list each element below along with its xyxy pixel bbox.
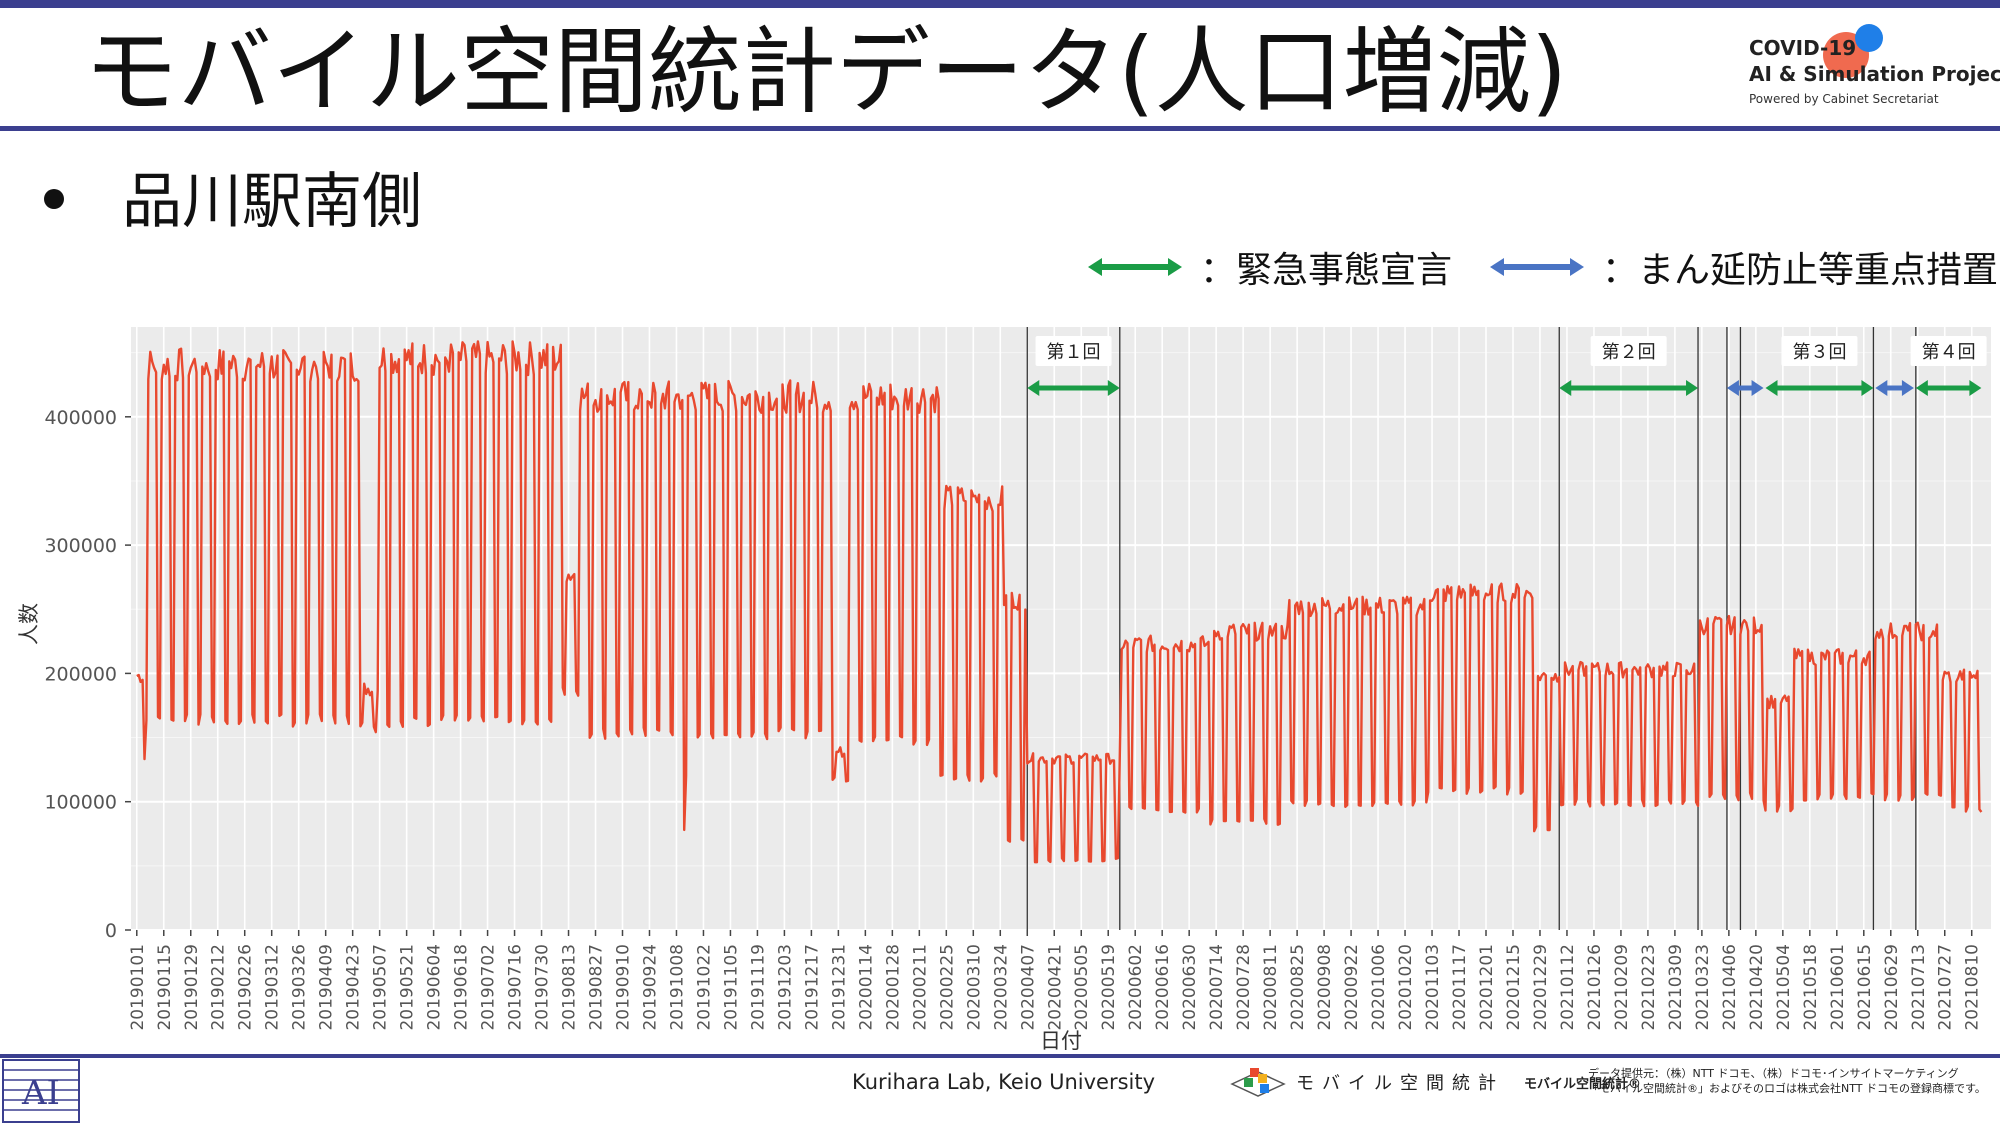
x-tick-label: 20200728 — [1234, 944, 1254, 1031]
x-tick-label: 20190312 — [263, 944, 283, 1031]
x-tick-label: 20201229 — [1531, 944, 1551, 1031]
x-tick-label: 20190827 — [587, 944, 607, 1031]
x-tick-label: 20191022 — [694, 944, 714, 1031]
lab-logo-icon: AI — [2, 1058, 80, 1124]
x-tick-label: 20190716 — [506, 944, 526, 1031]
x-tick-label: 20200114 — [856, 944, 876, 1031]
svg-text:AI: AI — [21, 1073, 60, 1113]
x-tick-label: 20210126 — [1585, 944, 1605, 1031]
annotation-label: 第４回 — [1922, 342, 1976, 363]
x-tick-label: 20200714 — [1207, 944, 1227, 1031]
provider-line2: 「モバイル空間統計®」およびそのロゴは株式会社NTT ドコモの登録商標です。 — [1588, 1081, 1986, 1096]
x-tick-label: 20210323 — [1693, 944, 1713, 1031]
annotation-label: 第１回 — [1047, 342, 1101, 363]
x-tick-label: 20190813 — [560, 944, 580, 1031]
x-tick-label: 20200324 — [991, 944, 1011, 1031]
population-chart: 第１回 第２回 第３回 第４回 0 100000 200000 300000 400000 2… — [0, 0, 2000, 1055]
x-tick-label: 20191217 — [802, 944, 822, 1031]
x-tick-label: 20201201 — [1477, 944, 1497, 1031]
x-tick-label: 20191231 — [829, 944, 849, 1031]
y-axis-label: 人数 — [17, 603, 41, 645]
x-tick-label: 20201117 — [1450, 944, 1470, 1031]
x-tick-label: 20191203 — [775, 944, 795, 1031]
x-tick-label: 20210713 — [1909, 944, 1929, 1031]
annotation-label: 第３回 — [1792, 342, 1846, 363]
x-tick-label: 20200630 — [1180, 944, 1200, 1031]
x-tick-label: 20210727 — [1936, 944, 1956, 1031]
x-tick-label: 20200421 — [1045, 944, 1065, 1031]
x-tick-label: 20200602 — [1126, 944, 1146, 1031]
x-tick-label: 20210209 — [1612, 944, 1632, 1031]
x-tick-label: 20190730 — [533, 944, 553, 1031]
x-tick-label: 20210629 — [1882, 944, 1902, 1031]
footer-rule — [0, 1054, 2000, 1058]
x-tick-label: 20190910 — [614, 944, 634, 1031]
x-tick-label: 20190326 — [290, 944, 310, 1031]
x-tick-label: 20210810 — [1963, 944, 1983, 1031]
x-tick-label: 20200505 — [1072, 944, 1092, 1031]
x-tick-label: 20190924 — [640, 944, 660, 1031]
y-tick-label: 0 — [105, 920, 117, 942]
x-tick-label: 20190129 — [182, 944, 202, 1031]
data-provider: データ提供元：（株）NTT ドコモ、（株）ドコモ･インサイトマーケティング 「モ… — [1588, 1066, 1986, 1096]
y-tick-label: 300000 — [44, 535, 117, 557]
x-tick-label: 20190702 — [479, 944, 499, 1031]
x-tick-label: 20201215 — [1504, 944, 1524, 1031]
x-tick-label: 20200407 — [1018, 944, 1038, 1031]
x-tick-label: 20190423 — [344, 944, 364, 1031]
x-tick-label: 20210601 — [1828, 944, 1848, 1031]
x-tick-label: 20210223 — [1639, 944, 1659, 1031]
x-tick-label: 20200128 — [883, 944, 903, 1031]
x-axis-label: 日付 — [1040, 1029, 1082, 1053]
mobile-logo-text: モバイル空間統計 — [1296, 1069, 1504, 1095]
x-tick-label: 20210112 — [1558, 944, 1578, 1031]
x-tick-label: 20190101 — [128, 944, 148, 1031]
y-tick-label: 400000 — [44, 407, 117, 429]
y-tick-label: 100000 — [44, 792, 117, 814]
x-tick-label: 20190226 — [236, 944, 256, 1031]
x-tick-label: 20200922 — [1342, 944, 1362, 1031]
y-axis-ticks: 0 100000 200000 300000 400000 — [44, 407, 131, 942]
x-tick-label: 20200811 — [1261, 944, 1281, 1031]
mobile-spatial-logo: モバイル空間統計 モバイル空間統計® — [1230, 1062, 1641, 1102]
x-tick-label: 20190409 — [317, 944, 337, 1031]
x-tick-label: 20190521 — [398, 944, 418, 1031]
x-tick-label: 20201103 — [1423, 944, 1443, 1031]
x-tick-label: 20201006 — [1369, 944, 1389, 1031]
x-tick-label: 20200616 — [1153, 944, 1173, 1031]
annotation-label: 第２回 — [1602, 342, 1656, 363]
y-tick-label: 200000 — [44, 663, 117, 685]
x-tick-label: 20190604 — [425, 944, 445, 1031]
x-tick-label: 20190115 — [155, 944, 175, 1031]
x-tick-label: 20190212 — [209, 944, 229, 1031]
x-axis-ticks: 20190101 20190115 20190129 20190212 20190226… — [128, 930, 1983, 1031]
x-tick-label: 20210406 — [1720, 944, 1740, 1031]
x-tick-label: 20191119 — [748, 944, 768, 1031]
x-tick-label: 20200519 — [1099, 944, 1119, 1031]
x-tick-label: 20200211 — [910, 944, 930, 1031]
x-tick-label: 20210615 — [1855, 944, 1875, 1031]
lab-credit: Kurihara Lab, Keio University — [852, 1070, 1155, 1094]
x-tick-label: 20200908 — [1315, 944, 1335, 1031]
x-tick-label: 20190618 — [452, 944, 472, 1031]
x-tick-label: 20200825 — [1288, 944, 1308, 1031]
x-tick-label: 20210504 — [1774, 944, 1794, 1031]
x-tick-label: 20191105 — [721, 944, 741, 1031]
x-tick-label: 20200310 — [964, 944, 984, 1031]
cube-logo-icon — [1230, 1064, 1286, 1100]
x-tick-label: 20191008 — [667, 944, 687, 1031]
x-tick-label: 20190507 — [371, 944, 391, 1031]
provider-line1: データ提供元：（株）NTT ドコモ、（株）ドコモ･インサイトマーケティング — [1588, 1066, 1986, 1081]
x-tick-label: 20201020 — [1396, 944, 1416, 1031]
x-tick-label: 20210518 — [1801, 944, 1821, 1031]
x-tick-label: 20200225 — [937, 944, 957, 1031]
x-tick-label: 20210420 — [1747, 944, 1767, 1031]
x-tick-label: 20210309 — [1666, 944, 1686, 1031]
